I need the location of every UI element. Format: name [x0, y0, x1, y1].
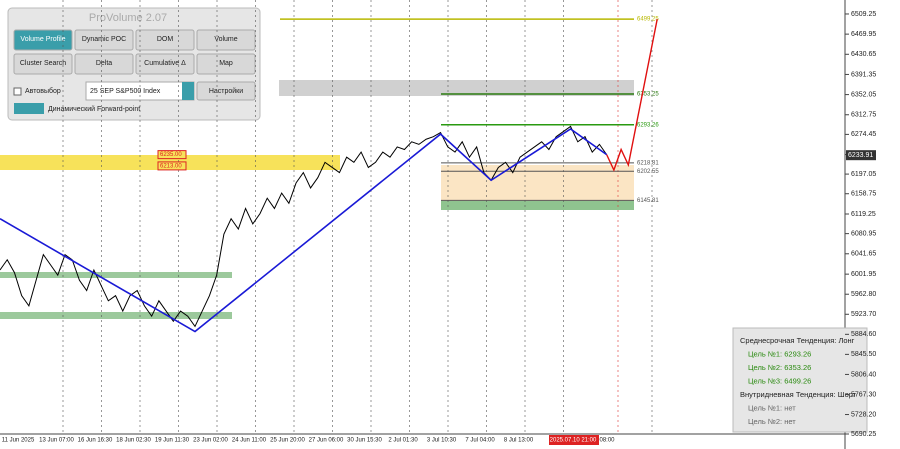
y-tick-label: 5923.70 — [851, 311, 876, 318]
trend-line: Цель №1: нет — [748, 403, 796, 412]
button-label[interactable]: Delta — [96, 60, 112, 67]
button-label[interactable]: Cumulative Δ — [144, 60, 186, 67]
x-tick-label: 27 Jun 06:00 — [309, 438, 344, 444]
y-tick-label: 5962.80 — [851, 291, 876, 298]
toggle[interactable] — [14, 103, 44, 114]
projection-line — [606, 18, 658, 172]
x-tick-label: 2 Jul 01:30 — [388, 438, 418, 444]
button[interactable] — [135, 29, 195, 51]
y-tick-label: 6469.95 — [851, 31, 876, 38]
x-tick-label: 30 Jun 15:30 — [347, 438, 382, 444]
y-tick-label: 5884.60 — [851, 331, 876, 338]
trend-line: Цель №3: 6499.26 — [748, 376, 811, 385]
zone — [441, 201, 634, 210]
trend-line: Цель №2: нет — [748, 417, 796, 426]
level-label: 6202.55 — [637, 169, 659, 175]
x-tick-label: 24 Jun 11:00 — [232, 438, 267, 444]
y-tick-label: 6080.95 — [851, 230, 876, 237]
checkbox-label[interactable]: Автовыбор — [25, 87, 61, 95]
price-line — [0, 125, 608, 328]
select-text: 25 SEP S&P500 Index — [90, 88, 161, 95]
zigzag-line — [0, 128, 608, 333]
button[interactable] — [196, 81, 256, 101]
y-tick-label: 6352.05 — [851, 91, 876, 98]
trend-line: Цель №2: 6353.26 — [748, 363, 811, 372]
button-label[interactable]: DOM — [157, 36, 174, 43]
annotation-label: 6213.00 — [160, 163, 182, 169]
level-label: 6499.25 — [637, 17, 659, 23]
button[interactable] — [196, 53, 256, 75]
panel: ProVolume 2.07 Автовыбор 25 SEP S&P500 I… — [7, 7, 261, 121]
button-label[interactable]: Map — [219, 60, 233, 67]
button[interactable] — [74, 29, 134, 51]
y-tick-label: 5690.25 — [851, 431, 876, 438]
button-label[interactable]: Volume Profile — [20, 36, 65, 43]
y-tick-label: 6001.95 — [851, 271, 876, 278]
x-tick-label: 19 Jun 11:30 — [155, 438, 190, 444]
price-tag — [846, 150, 876, 161]
button-label[interactable]: Настройки — [209, 87, 243, 95]
annotation-label: 6235.00 — [160, 152, 182, 158]
x-tick-label: 2025.07.10 21:00 — [550, 438, 597, 444]
zone — [0, 272, 232, 278]
level-label: 6218.81 — [637, 161, 659, 167]
x-tick-label: 25 Jun 20:00 — [270, 438, 305, 444]
panel-title: ProVolume 2.07 — [89, 12, 167, 24]
y-tick-label: 6430.65 — [851, 51, 876, 58]
toggle-label[interactable]: Динамический Forward-point — [48, 105, 140, 113]
checkbox[interactable] — [13, 87, 22, 96]
y-tick-label: 6509.25 — [851, 11, 876, 18]
level-label: 6293.26 — [637, 122, 659, 128]
annotation-box — [157, 150, 187, 160]
button[interactable] — [135, 53, 195, 75]
zone — [0, 312, 232, 319]
annotation-box — [157, 161, 187, 171]
x-tick-label: 23 Jun 02:00 — [193, 438, 228, 444]
y-tick-label: 6274.45 — [851, 131, 876, 138]
time-highlight — [549, 435, 599, 445]
x-tick-label: 8 Jul 13:00 — [504, 438, 534, 444]
trend-line: Внутридневная Тенденция: Шорт — [740, 390, 857, 399]
button-label[interactable]: Dynamic POC — [82, 36, 126, 43]
x-tick-label: 3 Jul 10:30 — [427, 438, 457, 444]
y-tick-label: 6158.75 — [851, 191, 876, 198]
y-tick-label: 5767.30 — [851, 391, 876, 398]
button[interactable] — [74, 53, 134, 75]
y-tick-label: 6391.35 — [851, 71, 876, 78]
y-tick-label: 5845.50 — [851, 351, 876, 358]
button[interactable] — [13, 53, 73, 75]
y-tick-label: 6041.65 — [851, 251, 876, 258]
y-tick-label: 6197.05 — [851, 171, 876, 178]
button[interactable] — [13, 29, 73, 51]
x-tick-label: 18 Jun 02:30 — [116, 438, 151, 444]
y-tick-label: 6119.25 — [851, 211, 876, 218]
y-tick-label: 5728.20 — [851, 411, 876, 418]
trend-box-bg — [732, 327, 868, 433]
price-tag-label: 6233.91 — [848, 152, 873, 159]
button[interactable] — [196, 29, 256, 51]
x-tick-label: 16 Jun 16:30 — [78, 438, 113, 444]
y-tick-label: 5806.40 — [851, 371, 876, 378]
select-arrow[interactable] — [182, 82, 194, 100]
trend-line: Среднесрочная Тенденция: Лонг — [740, 336, 855, 345]
x-tick-label: 13 Jun 07:00 — [39, 438, 74, 444]
zone — [279, 80, 634, 96]
level-label: 6145.81 — [637, 198, 659, 204]
x-tick-label: 11 Jun 2025 — [2, 438, 35, 444]
trend-line: Цель №1: 6293.26 — [748, 349, 811, 358]
button-label[interactable]: Volume — [214, 36, 237, 43]
y-tick-label: 6312.75 — [851, 112, 876, 119]
trend-box: Среднесрочная Тенденция: Лонг Цель №1: 62… — [732, 327, 868, 433]
x-tick-label: 7 Jul 04:00 — [465, 438, 495, 444]
x-tick-label: 08:00 — [599, 438, 615, 444]
button-label[interactable]: Cluster Search — [20, 60, 66, 67]
level-label: 6353.25 — [637, 92, 659, 98]
